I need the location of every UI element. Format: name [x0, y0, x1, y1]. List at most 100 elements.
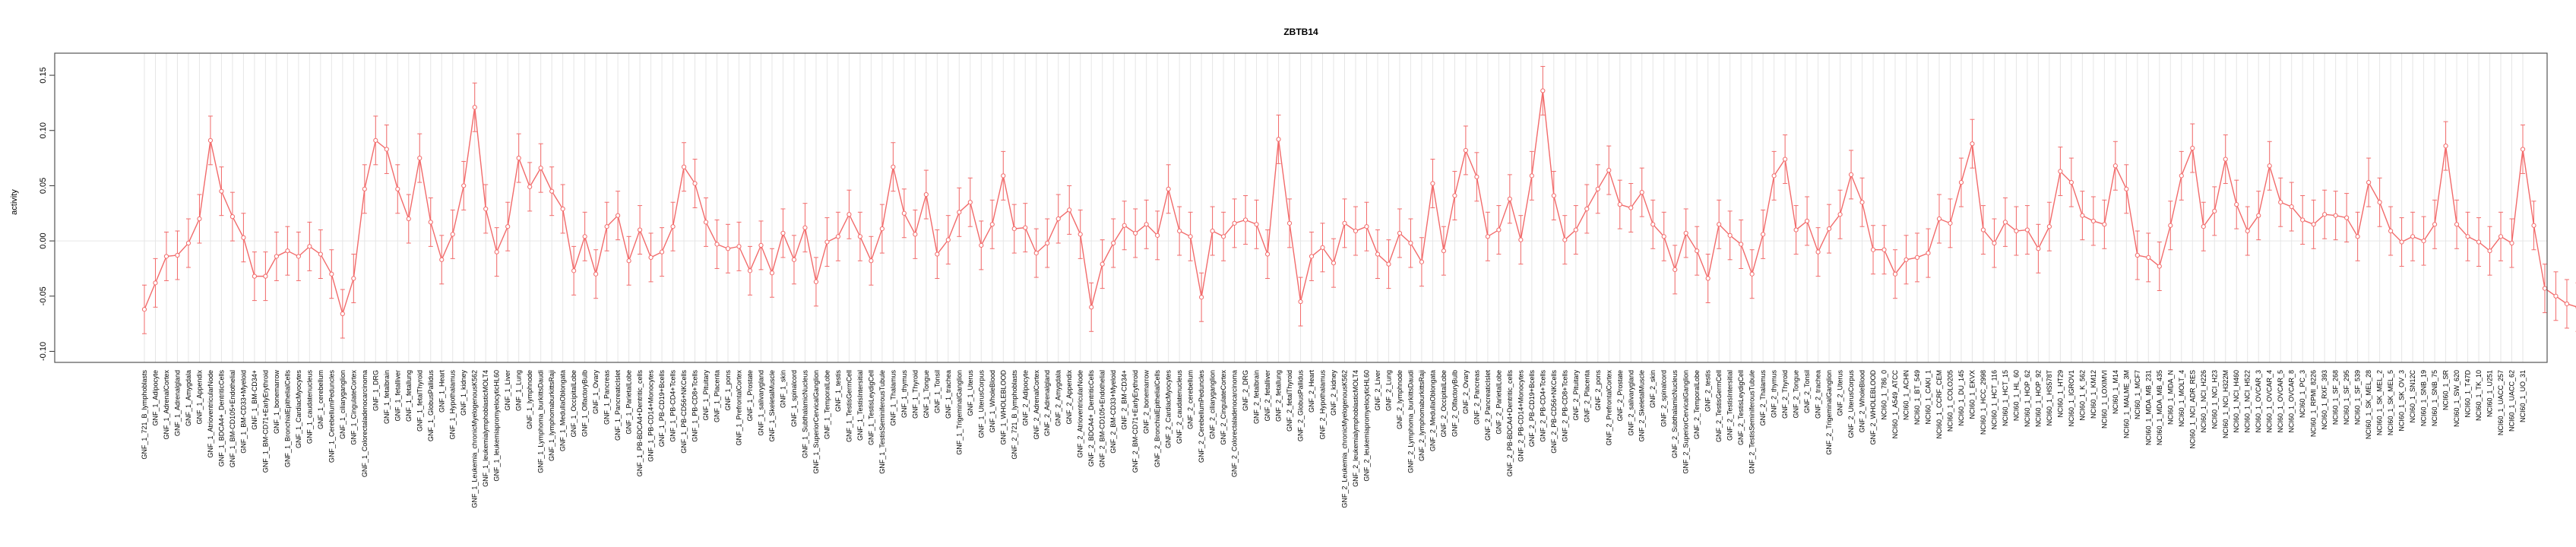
x-tick-label: GNF_2_Pancreas — [1473, 370, 1480, 425]
data-point — [1617, 202, 1622, 207]
data-point — [1188, 234, 1193, 239]
x-tick-label: NCI60_1_CCRF_CEM — [1935, 370, 1943, 439]
data-point — [2157, 264, 2162, 269]
x-tick-label: GNF_1_AdrenalCortex — [163, 370, 170, 440]
y-tick-label: -0.05 — [39, 286, 48, 305]
data-point — [1661, 234, 1666, 239]
data-point — [681, 164, 687, 169]
data-point — [1717, 222, 1722, 227]
data-point — [1727, 232, 1733, 238]
x-tick-label: GNF_2_fetalbrain — [1253, 370, 1261, 424]
data-point — [329, 271, 334, 277]
data-point — [957, 210, 962, 215]
x-tick-label: NCI60_1_HCT_116 — [1990, 370, 1998, 429]
y-axis: activity — [10, 189, 19, 215]
x-tick-label: GNF_1_PB-CD4+Tcells — [669, 370, 677, 442]
x-tick-label: NCI60_1_SK_MEL_28 — [2365, 370, 2372, 439]
data-point — [483, 206, 489, 212]
data-point — [2344, 215, 2350, 220]
data-point — [1441, 248, 1447, 254]
data-point — [2553, 293, 2559, 299]
x-tick-label: GNF_2_UterusCorpus — [1847, 370, 1855, 438]
x-tick-label: GNF_1_Amygdala — [185, 370, 192, 426]
x-tick-label: GNF_1_SkeletalMuscle — [768, 370, 776, 442]
x-tick-label: GNF_1_OccipitalLobe — [570, 370, 578, 438]
data-point — [2036, 246, 2041, 251]
x-tick-label: GNF_2_TestisLeydigCell — [1737, 370, 1745, 445]
x-tick-label: GNF_2_Liver — [1374, 370, 1381, 411]
x-tick-label: GNF_1_OlfactoryBulb — [581, 370, 589, 437]
y-tick-label: 0.15 — [39, 67, 48, 83]
x-tick-label: NCI60_1_SW_620 — [2453, 370, 2460, 427]
x-tick-label: GNF_1_fetalliver — [394, 370, 401, 422]
data-point — [2168, 223, 2173, 228]
x-tick-label: GNF_2_trachea — [1815, 370, 1822, 419]
data-point — [1815, 249, 1821, 255]
data-point — [2432, 222, 2438, 227]
data-point — [2454, 222, 2460, 227]
x-tick-label: GNF_2_WHOLEBLOOD — [1869, 370, 1877, 445]
x-tick-label: GNF_2_Hypothalamus — [1319, 370, 1327, 440]
x-tick-label: GNF_1_BM-CD105+Endothelial — [229, 370, 236, 467]
data-point — [1673, 267, 1678, 272]
x-tick-label: NCI60_1_MDA_MB_231 — [2144, 370, 2152, 445]
x-tick-label: GNF_1_ParietalLobe — [625, 370, 633, 435]
x-tick-label: NCI60_1_M14 — [2112, 370, 2119, 414]
data-point — [714, 242, 720, 247]
x-tick-label: GNF_2_PancreaticIslet — [1484, 370, 1492, 441]
x-tick-label: NCI60_1_HS578T — [2046, 370, 2053, 426]
x-tick-label: NCI60_1_EKVX — [1968, 370, 1976, 419]
data-point — [1518, 237, 1524, 242]
x-tick-label: GNF_1_Tonsil — [933, 370, 941, 413]
data-point — [1286, 220, 1293, 226]
data-point — [1992, 240, 1997, 246]
data-point — [406, 216, 411, 222]
data-point — [1783, 157, 1788, 162]
data-point — [2146, 255, 2151, 261]
x-tick-label: GNF_2_PB-BDCA4+Dentritic_cells — [1506, 370, 1514, 477]
data-point — [1045, 240, 1050, 246]
x-tick-label: GNF_2_Pituitary — [1572, 370, 1580, 421]
data-point — [1904, 257, 1909, 262]
data-point — [2102, 222, 2107, 227]
x-tick-label: GNF_2_skin — [1649, 370, 1657, 408]
data-point — [340, 311, 345, 317]
x-tick-label: GNF_2_BronchialEpithelialCells — [1154, 370, 1161, 468]
x-tick-label: GNF_1_721_B_lymphoblasts — [141, 370, 148, 460]
data-point — [1958, 179, 1964, 185]
x-tick-label: GNF_1_fetalThyroid — [416, 370, 423, 432]
x-tick-label: GNF_1_Adipocyte — [151, 370, 159, 426]
x-tick-label: GNF_1_TemporalLobe — [823, 370, 831, 439]
data-point — [1254, 222, 1259, 227]
data-point — [2388, 228, 2394, 234]
x-tick-label: GNF_2_MedullaOblongata — [1429, 370, 1436, 451]
x-tick-label: GNF_1_Placenta — [714, 370, 721, 422]
x-tick-label: NCI60_1_RXF_393 — [2321, 370, 2328, 430]
data-point — [1242, 217, 1248, 223]
data-point — [1650, 222, 1656, 227]
x-tick-label: GNF_2_Ovary — [1462, 370, 1470, 415]
data-point — [571, 268, 577, 274]
x-tick-label: GNF_1_PrefrontalCortex — [736, 370, 743, 446]
data-point — [769, 270, 775, 276]
data-point — [1220, 234, 1226, 239]
data-point — [472, 105, 477, 110]
data-point — [296, 254, 301, 259]
x-tick-label: GNF_1_leukemiapromyelocyticHL60 — [493, 370, 501, 482]
x-tick-label: GNF_1_Heart — [438, 370, 445, 413]
x-tick-label: GNF_2_pons — [1594, 370, 1602, 411]
x-tick-label: GNF_2_Appendix — [1065, 370, 1073, 425]
data-point — [2366, 179, 2372, 185]
x-tick-label: GNF_1_Leukemia_chronicMyelogenousK562 — [471, 370, 479, 508]
data-point — [450, 232, 455, 237]
x-tick-label: NCI60_1_OVCAR_3 — [2255, 370, 2262, 433]
data-point — [1771, 173, 1777, 179]
x-tick-label: GNF_2_BM-CD34+ — [1121, 370, 1128, 430]
data-point — [1848, 172, 1854, 177]
x-tick-label: GNF_1_PB-CD56+NKCells — [680, 370, 688, 454]
x-tick-label: NCI60_1_MDA_N — [2166, 370, 2174, 425]
data-point — [1540, 88, 1546, 93]
x-tick-label: GNF_2_GlobusPallidus — [1297, 370, 1305, 442]
data-point — [1584, 206, 1590, 212]
data-point — [1320, 245, 1325, 250]
